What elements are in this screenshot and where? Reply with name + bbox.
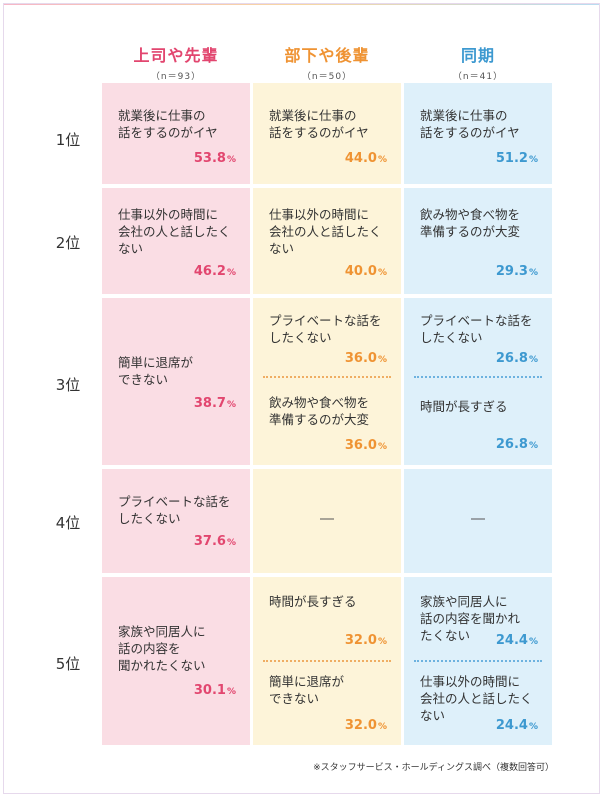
cell-rank3-subordinates: プライベートな話を したくない 36.0% 飲み物や食べ物を 準備するのが大変 … bbox=[253, 298, 401, 465]
column-header-peers: 同期 （n＝41） bbox=[403, 42, 553, 82]
item-percentage: 29.3% bbox=[495, 264, 538, 279]
item-percentage: 40.0% bbox=[344, 264, 387, 279]
dotted-divider bbox=[263, 376, 391, 378]
cell-rank5-subordinates: 時間が長すぎる 32.0% 簡単に退席が できない 32.0% bbox=[253, 577, 401, 745]
page-frame bbox=[3, 3, 600, 794]
dotted-divider bbox=[414, 660, 542, 662]
item-label: プライベートな話を したくない bbox=[118, 494, 231, 526]
item-percentage: 36.0% bbox=[344, 351, 387, 366]
cell-rank2-peers: 飲み物や食べ物を 準備するのが大変 29.3% bbox=[404, 188, 552, 294]
cell-rank4-superiors: プライベートな話を したくない 37.6% bbox=[102, 469, 250, 573]
item-percentage: 30.1% bbox=[193, 683, 236, 698]
item-label: 就業後に仕事の 話をするのがイヤ bbox=[420, 108, 520, 140]
item-label: プライベートな話を したくない bbox=[420, 313, 533, 345]
column-sample-size: （n＝50） bbox=[301, 72, 353, 82]
cell-rank3-peers: プライベートな話を したくない 26.8% 時間が長すぎる 26.8% bbox=[404, 298, 552, 465]
item-label: プライベートな話を したくない bbox=[269, 313, 382, 345]
rank-label-2: 2位 bbox=[55, 234, 81, 252]
item-percentage: 26.8% bbox=[495, 351, 538, 366]
item-percentage: 24.4% bbox=[495, 633, 538, 648]
cell-rank5-peers: 家族や同居人に 話の内容を聞かれ たくない 24.4% 仕事以外の時間に 会社の… bbox=[404, 577, 552, 745]
item-label: 仕事以外の時間に 会社の人と話したく ない bbox=[269, 207, 382, 256]
cell-rank1-peers: 就業後に仕事の 話をするのがイヤ 51.2% bbox=[404, 83, 552, 184]
rank-label-4: 4位 bbox=[55, 514, 81, 532]
top-accent-line bbox=[3, 3, 600, 5]
item-percentage: 46.2% bbox=[193, 264, 236, 279]
item-label: 就業後に仕事の 話をするのがイヤ bbox=[118, 108, 218, 140]
item-label: 家族や同居人に 話の内容を聞かれ たくない bbox=[420, 594, 521, 643]
cell-rank5-superiors: 家族や同居人に 話の内容を 聞かれたくない 30.1% bbox=[102, 577, 250, 745]
dotted-divider bbox=[414, 376, 542, 378]
rank-label-3: 3位 bbox=[55, 376, 81, 394]
item-percentage: 51.2% bbox=[495, 151, 538, 166]
item-percentage: 44.0% bbox=[344, 151, 387, 166]
item-label: 家族や同居人に 話の内容を 聞かれたくない bbox=[118, 624, 206, 673]
cell-rank4-subordinates: ― bbox=[253, 469, 401, 573]
dotted-divider bbox=[263, 660, 391, 662]
no-data-dash: ― bbox=[320, 511, 334, 527]
rank-label-1: 1位 bbox=[55, 131, 81, 149]
item-label: 時間が長すぎる bbox=[269, 594, 357, 609]
item-label: 飲み物や食べ物を 準備するのが大変 bbox=[269, 395, 370, 427]
item-label: 飲み物や食べ物を 準備するのが大変 bbox=[420, 207, 521, 239]
item-label: 仕事以外の時間に 会社の人と話したく ない bbox=[118, 207, 231, 256]
column-header-subordinates: 部下や後輩 （n＝50） bbox=[252, 42, 402, 82]
item-percentage: 53.8% bbox=[193, 151, 236, 166]
column-title: 同期 bbox=[460, 46, 495, 65]
cell-rank2-superiors: 仕事以外の時間に 会社の人と話したく ない 46.2% bbox=[102, 188, 250, 294]
item-label: 簡単に退席が できない bbox=[269, 674, 345, 706]
item-label: 仕事以外の時間に 会社の人と話したく ない bbox=[420, 674, 533, 723]
item-percentage: 32.0% bbox=[344, 633, 387, 648]
column-header-superiors: 上司や先輩 （n＝93） bbox=[101, 42, 251, 82]
item-label: 時間が長すぎる bbox=[420, 399, 508, 414]
cell-rank3-superiors: 簡単に退席が できない 38.7% bbox=[102, 298, 250, 465]
cell-rank1-superiors: 就業後に仕事の 話をするのがイヤ 53.8% bbox=[102, 83, 250, 184]
column-sample-size: （n＝93） bbox=[150, 72, 202, 82]
cell-rank2-subordinates: 仕事以外の時間に 会社の人と話したく ない 40.0% bbox=[253, 188, 401, 294]
item-label: 簡単に退席が できない bbox=[118, 355, 194, 387]
item-percentage: 36.0% bbox=[344, 438, 387, 453]
rank-label-5: 5位 bbox=[55, 655, 81, 673]
cell-rank1-subordinates: 就業後に仕事の 話をするのがイヤ 44.0% bbox=[253, 83, 401, 184]
item-label: 就業後に仕事の 話をするのがイヤ bbox=[269, 108, 369, 140]
column-title: 上司や先輩 bbox=[133, 46, 219, 65]
source-footnote: ※スタッフサービス・ホールディングス調べ（複数回答可） bbox=[313, 763, 554, 773]
item-percentage: 38.7% bbox=[193, 396, 236, 411]
item-percentage: 37.6% bbox=[193, 534, 236, 549]
item-percentage: 32.0% bbox=[344, 718, 387, 733]
no-data-dash: ― bbox=[471, 511, 485, 527]
cell-rank4-peers: ― bbox=[404, 469, 552, 573]
item-percentage: 26.8% bbox=[495, 437, 538, 452]
column-sample-size: （n＝41） bbox=[452, 72, 504, 82]
item-percentage: 24.4% bbox=[495, 718, 538, 733]
column-title: 部下や後輩 bbox=[284, 46, 370, 65]
